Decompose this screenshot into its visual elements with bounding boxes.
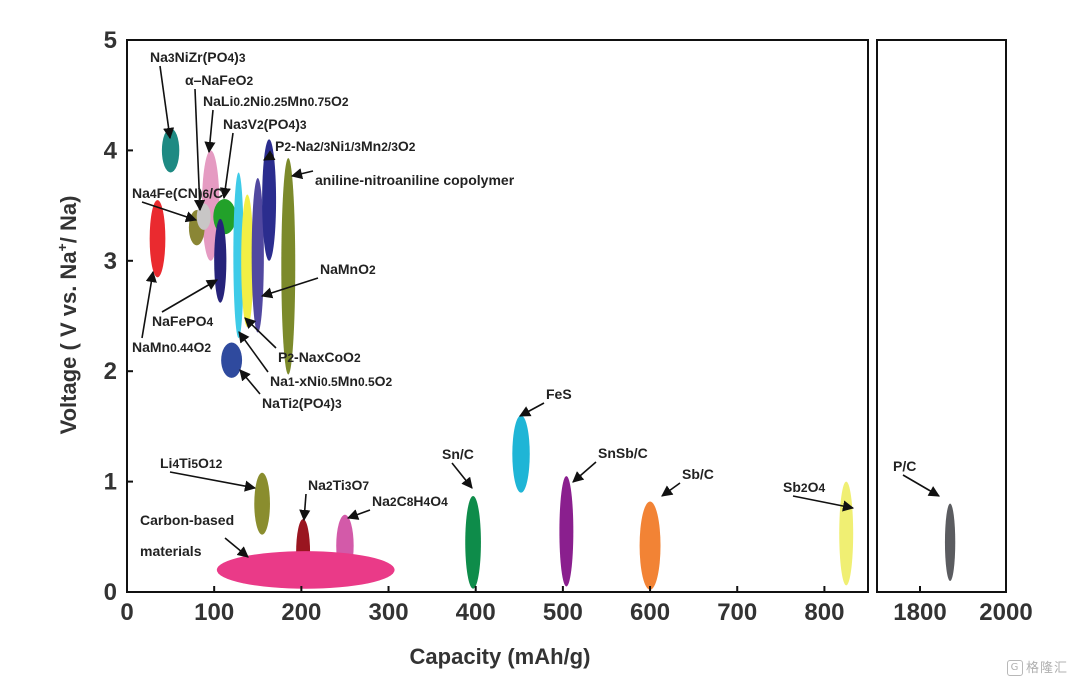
arrow-sb2o4	[792, 495, 855, 512]
label-snsb-c: SnSb/C	[598, 445, 648, 461]
ellipse-snsb-c	[559, 476, 574, 587]
y-tick-label: 5	[104, 27, 117, 54]
arrow-fes	[519, 402, 545, 417]
label-namn0-44o2: NaMn0.44O2	[132, 339, 211, 355]
arrow-na2ti3o7	[299, 493, 311, 522]
x-tick-label: 2000	[979, 599, 1032, 626]
arrow-na3nizr-po4-3	[159, 65, 175, 140]
label-nali0-2ni0-25mn0-75o2: NaLi0.2Ni0.25Mn0.75O2	[203, 93, 349, 109]
label-na2ti3o7: Na2Ti3O7	[308, 477, 369, 493]
arrow-na2c8h4o4	[346, 509, 371, 520]
arrow-aniline-nitroaniline-copolymer	[290, 168, 314, 180]
label-carbon-based-materials-line-1: Carbon-based	[140, 512, 234, 528]
ellipse-na1-xni0-5mn0-5o2	[233, 172, 244, 339]
ellipse-na3nizr-po4-3	[161, 128, 180, 173]
x-tick-label: 400	[456, 599, 496, 626]
x-tick-label: 0	[120, 599, 133, 626]
y-axis-title: Voltage ( V vs. Na+/ Na)	[54, 196, 81, 435]
ellipse-fes	[512, 415, 530, 493]
main-plot-frame	[126, 39, 869, 593]
ellipse-p2-naxcoo2	[241, 194, 254, 328]
x-tick-label: 100	[194, 599, 234, 626]
ellipse-p-c	[944, 503, 956, 581]
y-tick-label: 0	[104, 579, 117, 606]
arrow-snsb-c	[572, 461, 597, 483]
ellipse-p2-na2-3ni1-3mn2-3o2	[262, 139, 277, 261]
x-tick-label: 500	[543, 599, 583, 626]
ellipse-sn-c	[465, 495, 481, 589]
label-na3nizr-po4-3: Na3NiZr(PO4)3	[150, 49, 246, 65]
ellipse-alpha-nafeo2	[196, 203, 211, 230]
arrow-nati2-po4-3	[239, 369, 261, 395]
y-axis-title-main: Voltage ( V vs. Na	[56, 251, 81, 435]
label-nati2-po4-3: NaTi2(PO4)3	[262, 395, 342, 411]
label-sb2o4: Sb2O4	[783, 479, 825, 495]
y-tick-label: 4	[104, 137, 118, 164]
label-na2c8h4o4: Na2C8H4O4	[372, 493, 448, 509]
watermark-logo-icon: G	[1006, 660, 1023, 676]
arrow-na3v2-po4-3	[219, 132, 234, 200]
ellipse-carbon-based-materials	[216, 551, 395, 589]
arrow-nafepo4	[161, 279, 218, 313]
arrow-li4ti5o12	[169, 471, 257, 492]
arrow-namno2	[260, 277, 319, 299]
ellipse-sb2o4	[839, 481, 854, 586]
arrow-namn0-44o2	[141, 270, 157, 339]
label-namno2: NaMnO2	[320, 261, 376, 277]
arrow-sn-c	[451, 462, 473, 489]
x-axis-title: Capacity (mAh/g)	[410, 644, 591, 669]
y-axis-title-sup: +	[54, 243, 70, 251]
ellipse-nali0-2ni0-25mn0-75o2	[201, 150, 220, 261]
arrow-na4fe-cn-6-c	[141, 201, 198, 223]
x-tick-label: 600	[630, 599, 670, 626]
x-tick-label: 800	[804, 599, 844, 626]
x-tick-label: 300	[369, 599, 409, 626]
y-tick-label: 2	[104, 358, 117, 385]
arrow-na1-xni0-5mn0-5o2	[238, 331, 269, 373]
break-plot-frame	[876, 39, 1007, 593]
arrow-carbon-based-materials	[224, 537, 249, 558]
ellipse-nafepo4	[214, 218, 227, 303]
label-sn-c: Sn/C	[442, 446, 474, 462]
label-carbon-based-materials-line-2: materials	[140, 543, 202, 559]
ellipse-namn0-44o2	[149, 200, 166, 278]
label-fes: FeS	[546, 386, 572, 402]
label-nafeo2: α–NaFeO2	[185, 72, 254, 88]
y-tick-label: 3	[104, 248, 117, 275]
arrow-p2-na2-3ni1-3mn2-3o2	[263, 150, 276, 161]
ellipse-li4ti5o12	[254, 472, 270, 535]
label-li4ti5o12: Li4Ti5O12	[160, 455, 223, 471]
watermark-text: 格隆汇	[1025, 660, 1068, 676]
label-p2-naxcoo2: P2-NaxCoO2	[278, 349, 361, 365]
x-tick-label: 1800	[893, 599, 946, 626]
ellipse-namno2	[251, 178, 264, 333]
arrow-nafeo2	[193, 88, 206, 212]
label-sb-c: Sb/C	[682, 466, 714, 482]
label-na3v2-po4-3: Na3V2(PO4)3	[223, 116, 307, 132]
label-na1-xni0-5mn0-5o2: Na1-xNi0.5Mn0.5O2	[270, 373, 393, 389]
arrow-p2-naxcoo2	[244, 317, 277, 349]
ellipse-sb-c	[639, 501, 661, 590]
arrow-p-c	[902, 474, 940, 497]
watermark: G 格隆汇	[1006, 657, 1068, 676]
arrow-nali0-2ni0-25mn0-75o2	[204, 109, 216, 154]
label-nafepo4: NaFePO4	[152, 313, 213, 329]
arrow-sb-c	[661, 482, 681, 497]
label-p2-na2-3ni1-3mn2-3o2: P2-Na2/3Ni1/3Mn2/3O2	[275, 138, 416, 154]
label-na4fe-cn-6-c: Na4Fe(CN)6/C	[132, 185, 223, 201]
x-tick-label: 700	[717, 599, 757, 626]
ellipse-nati2-po4-3	[221, 342, 243, 378]
label-p-c: P/C	[893, 458, 916, 474]
ellipse-aniline-nitroaniline-copolymer	[281, 158, 296, 375]
label-aniline-nitroaniline-copolymer: aniline-nitroaniline copolymer	[315, 172, 515, 188]
x-tick-label: 200	[281, 599, 321, 626]
y-axis-title-end: / Na)	[56, 196, 81, 244]
y-tick-label: 1	[104, 469, 117, 496]
